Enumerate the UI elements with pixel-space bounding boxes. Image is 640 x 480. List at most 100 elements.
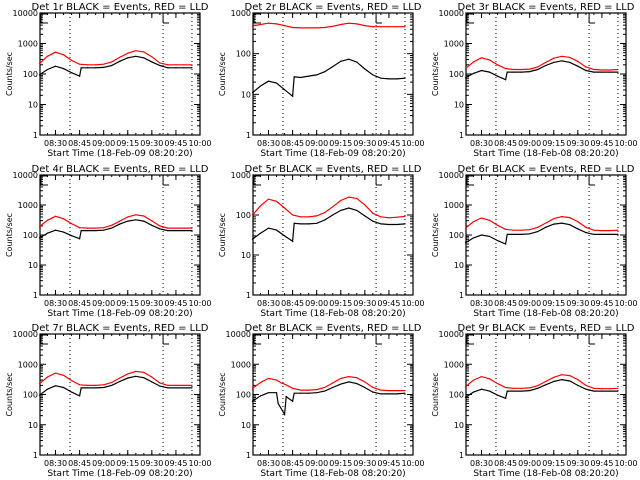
- data-point: [78, 227, 81, 229]
- data-point: [364, 204, 366, 206]
- data-point: [585, 69, 587, 72]
- data-point: [151, 56, 153, 58]
- data-point: [191, 387, 193, 389]
- data-point: [95, 67, 97, 69]
- bracket-marker: [375, 333, 387, 345]
- chart-panel-9: Det 9r BLACK = Events, RED = LLD 1 10 100 10…: [431, 323, 638, 479]
- x-tick-label: 10:00: [188, 299, 211, 308]
- chart-title: Det 1r BLACK = Events, RED = LLD: [32, 2, 209, 13]
- data-point: [553, 57, 555, 59]
- x-tick-label: 09:30: [353, 299, 376, 308]
- data-point: [404, 223, 406, 225]
- data-point: [87, 67, 89, 69]
- chart-panel-2: Det 2r BLACK = Events, RED = LLD 1 10 100 10…: [218, 2, 425, 159]
- data-point: [119, 377, 121, 379]
- data-point: [54, 229, 57, 231]
- data-point: [488, 235, 491, 237]
- x-tick-label: 09:00: [305, 459, 328, 468]
- data-point: [291, 240, 294, 242]
- data-point: [167, 384, 169, 386]
- chart-title: Det 8r BLACK = Events, RED = LLD: [245, 323, 422, 334]
- data-point: [388, 26, 390, 28]
- x-tick-label: 08:30: [470, 299, 493, 308]
- bracket-marker: [588, 12, 600, 24]
- y-tick-label: 10000: [439, 330, 464, 339]
- x-tick-label: 09:15: [116, 299, 139, 308]
- data-point: [480, 376, 483, 378]
- data-point: [472, 220, 475, 223]
- data-point: [561, 222, 563, 224]
- data-point: [316, 74, 318, 76]
- data-point: [364, 215, 366, 217]
- bracket-marker: [162, 12, 174, 24]
- data-point: [480, 57, 483, 59]
- data-point: [340, 377, 342, 380]
- x-tick-label: 09:30: [353, 139, 376, 148]
- x-tick-label: 09:00: [92, 459, 115, 468]
- data-point: [293, 222, 295, 224]
- x-tick-label: 09:30: [140, 459, 163, 468]
- data-point: [340, 383, 342, 385]
- chart-title: Det 2r BLACK = Events, RED = LLD: [245, 2, 422, 13]
- data-point: [291, 387, 294, 389]
- data-point: [356, 23, 358, 25]
- data-point: [496, 75, 499, 77]
- data-point: [356, 382, 358, 385]
- x-tick-label: 09:45: [164, 139, 187, 148]
- x-tick-label: 09:30: [566, 459, 589, 468]
- data-point: [135, 219, 137, 221]
- data-point: [356, 61, 358, 63]
- data-point: [585, 232, 587, 234]
- x-tick-label: 08:30: [44, 459, 67, 468]
- data-point: [529, 70, 531, 73]
- y-tick-label: 1000: [18, 201, 38, 210]
- y-tick-label: 10: [28, 261, 38, 270]
- data-point: [324, 219, 326, 221]
- data-point: [308, 75, 310, 77]
- data-point: [593, 229, 595, 231]
- data-point: [127, 57, 129, 59]
- data-point: [553, 380, 555, 383]
- data-point: [545, 380, 547, 383]
- series-line-events: [465, 222, 618, 245]
- data-point: [324, 71, 326, 73]
- data-point: [183, 387, 185, 389]
- data-point: [593, 390, 595, 392]
- data-point: [553, 376, 555, 378]
- data-point: [521, 233, 523, 235]
- series-line-lld: [39, 214, 192, 229]
- data-point: [183, 230, 185, 232]
- y-tick-label: 1: [246, 451, 251, 460]
- data-point: [364, 386, 366, 389]
- data-point: [617, 229, 619, 231]
- data-point: [80, 230, 82, 232]
- x-tick-label: 08:45: [281, 299, 304, 308]
- data-point: [70, 59, 73, 61]
- bracket-marker: [466, 334, 474, 345]
- x-tick-label: 09:15: [329, 139, 352, 148]
- data-point: [46, 388, 49, 390]
- chart-title: Det 4r BLACK = Events, RED = LLD: [32, 164, 209, 175]
- data-point: [46, 55, 49, 57]
- data-point: [480, 234, 483, 236]
- data-point: [332, 66, 334, 68]
- data-point: [372, 26, 374, 28]
- data-point: [143, 57, 145, 59]
- data-point: [537, 68, 539, 71]
- data-point: [617, 387, 619, 389]
- data-point: [191, 384, 193, 386]
- data-point: [464, 396, 467, 399]
- data-point: [617, 68, 619, 71]
- x-tick-label: 09:00: [305, 139, 328, 148]
- data-point: [332, 214, 334, 216]
- x-tick-label: 10:00: [401, 459, 424, 468]
- data-point: [569, 380, 571, 382]
- data-point: [267, 377, 270, 380]
- chart-title: Det 6r BLACK = Events, RED = LLD: [458, 164, 635, 175]
- data-point: [617, 233, 619, 235]
- x-tick-label: 09:15: [116, 459, 139, 468]
- data-point: [291, 400, 294, 402]
- y-axis-label: Counts/sec: [5, 372, 14, 416]
- data-point: [38, 394, 41, 396]
- data-point: [175, 67, 177, 69]
